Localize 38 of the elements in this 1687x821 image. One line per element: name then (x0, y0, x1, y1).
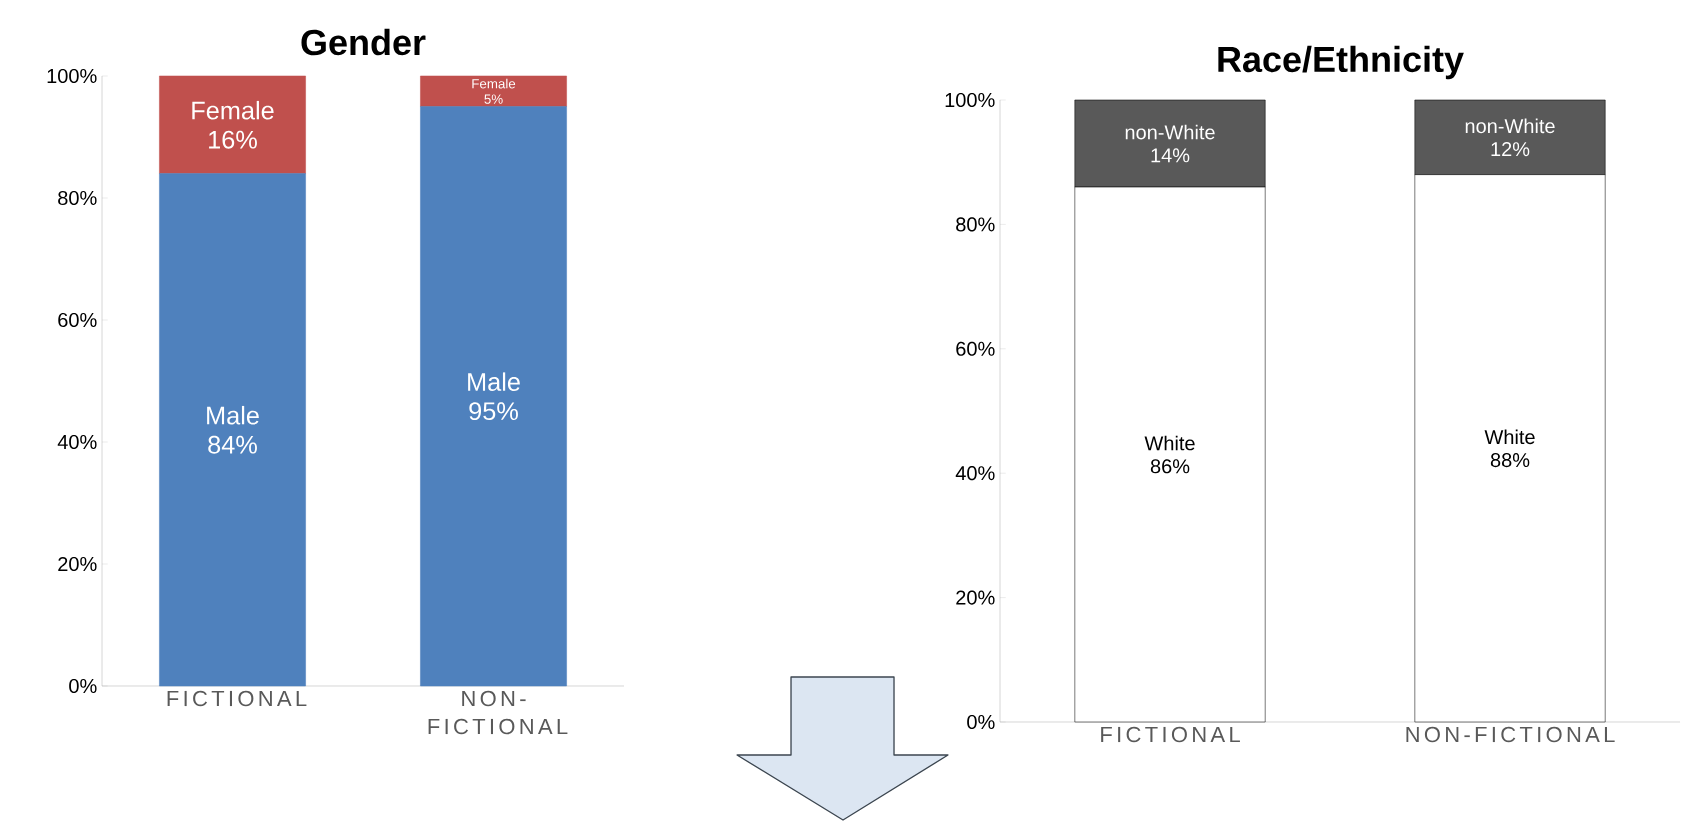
data-label: 12% (1491, 142, 1530, 157)
chart-title: Race/Ethnicity (1218, 45, 1464, 80)
series-label: Female (472, 78, 516, 89)
y-tick-label: 100% (945, 92, 995, 108)
text: White (1144, 435, 1195, 451)
y-tick-label: 20% (956, 590, 995, 605)
bar (159, 75, 306, 174)
x-tick-label: NON-FICTIONAL (428, 690, 568, 735)
series-label: non-White (1465, 118, 1555, 134)
data-label: 84% (208, 435, 257, 454)
y-tick-label: 40% (57, 434, 97, 450)
data-label: 5% (484, 94, 503, 104)
data-label: 14% (1151, 148, 1190, 163)
y-tick-label: 60% (956, 341, 995, 356)
data-label: 95% (469, 402, 518, 421)
data-label: 16% (209, 130, 257, 149)
y-tick-label: 60% (58, 312, 97, 328)
text: Female (192, 100, 274, 120)
y-tick-label: 40% (955, 466, 995, 481)
y-tick-label: 20% (58, 556, 97, 572)
y-tick-label: 80% (956, 217, 995, 232)
y-tick-label: 0% (69, 678, 97, 694)
text: non-White (1125, 124, 1215, 140)
x-tick-label: NON-FICTIONAL (1406, 726, 1615, 743)
y-tick-label: 100% (47, 68, 97, 84)
data-label: 86% (1150, 459, 1190, 474)
y-tick-label: 80% (58, 190, 97, 206)
bar (420, 75, 567, 107)
series-label: White (1484, 429, 1535, 445)
y-tick-label: 0% (967, 714, 995, 730)
bar (420, 106, 567, 687)
series-label: Male (207, 405, 259, 425)
text: Male (468, 372, 520, 391)
x-tick-label: FICTIONAL (1101, 726, 1240, 743)
data-label: 88% (1490, 453, 1530, 468)
chart-title: Gender (301, 28, 426, 56)
x-tick-label: FICTIONAL (167, 690, 307, 707)
bar (159, 173, 306, 687)
